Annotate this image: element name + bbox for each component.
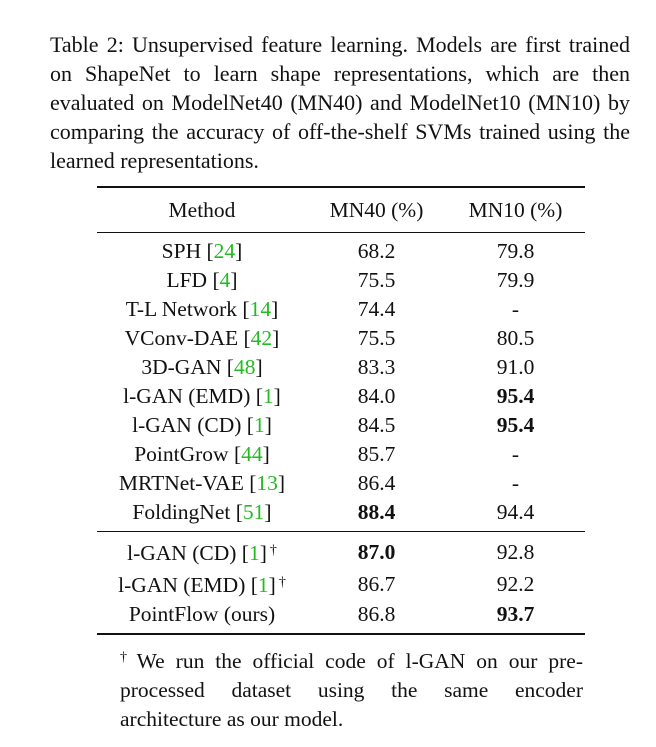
method-name: l-GAN (CD) — [132, 413, 242, 437]
header-row: Method MN40 (%) MN10 (%) — [97, 187, 585, 233]
method-cell: FoldingNet [51] — [132, 500, 272, 524]
mn10-value: 79.9 — [496, 268, 535, 292]
mn10-value: 80.5 — [496, 326, 535, 350]
mn10-value: 91.0 — [496, 355, 535, 379]
table-row: FoldingNet [51] 88.4 94.4 — [97, 498, 585, 532]
mn10-value: 94.4 — [496, 500, 535, 524]
method-cell: LFD [4] — [166, 268, 238, 292]
method-cell: MRTNet-VAE [13] — [118, 471, 286, 495]
method-name: l-GAN (CD) — [127, 541, 237, 565]
citation-link[interactable]: 14 — [249, 297, 272, 321]
method-name: l-GAN (EMD) — [123, 384, 251, 408]
mn40-value: 84.5 — [357, 413, 396, 437]
header-mn40: MN40 (%) — [329, 197, 424, 222]
table-row: VConv-DAE [42] 75.5 80.5 — [97, 324, 585, 353]
citation-link[interactable]: 24 — [213, 239, 236, 263]
mn40-value: 85.7 — [357, 442, 396, 466]
method-cell: l-GAN (CD) [1] † — [127, 541, 277, 565]
mn40-value: 75.5 — [357, 326, 396, 350]
table-row: 3D-GAN [48] 83.3 91.0 — [97, 353, 585, 382]
citation-link[interactable]: 42 — [250, 326, 273, 350]
table-footnote: † We run the official code of l-GAN on ou… — [120, 643, 583, 734]
method-cell: PointFlow (ours) — [97, 600, 307, 634]
method-name: FoldingNet — [132, 500, 231, 524]
mn40-value: 84.0 — [357, 384, 396, 408]
mn40-value: 87.0 — [357, 539, 396, 564]
mn10-value: 92.2 — [496, 571, 535, 596]
table-caption: Table 2: Unsupervised feature learning. … — [50, 32, 630, 173]
method-cell: SPH [24] — [161, 239, 243, 263]
mn40-value: 68.2 — [357, 239, 396, 263]
method-name: 3D-GAN — [141, 355, 222, 379]
method-name: MRTNet-VAE — [118, 471, 244, 495]
mn40-value: 86.7 — [357, 571, 396, 596]
mn40-value: 74.4 — [357, 297, 396, 321]
citation-link[interactable]: 1 — [248, 541, 260, 565]
method-cell: l-GAN (CD) [1] — [132, 413, 272, 437]
mn10-value: 93.7 — [496, 602, 535, 626]
citation-link[interactable]: 44 — [241, 442, 263, 466]
table-row: T-L Network [14] 74.4 - — [97, 295, 585, 324]
results-table: Method MN40 (%) MN10 (%) SPH [24] 68.2 79.… — [97, 186, 585, 635]
table-row: MRTNet-VAE [13] 86.4 - — [97, 469, 585, 498]
footnote-dagger: † — [120, 650, 133, 665]
citation-link[interactable]: 1 — [257, 573, 269, 597]
table-row: PointGrow [44] 85.7 - — [97, 440, 585, 469]
table-row: l-GAN (CD) [1] † 87.0 92.8 — [97, 531, 585, 569]
mn10-value: 95.4 — [496, 413, 535, 437]
method-name: SPH — [161, 239, 202, 263]
table-row: l-GAN (CD) [1] 84.5 95.4 — [97, 411, 585, 440]
mn40-value: 88.4 — [357, 500, 396, 524]
mn40-value: 86.8 — [357, 602, 396, 626]
header-method: Method — [168, 197, 236, 222]
mn10-value: - — [511, 442, 520, 466]
baseline-rows: SPH [24] 68.2 79.8 LFD [4] 75.5 79.9 T-L Netwo… — [97, 232, 585, 532]
table-row: SPH [24] 68.2 79.8 — [97, 232, 585, 267]
citation-link[interactable]: 13 — [256, 471, 278, 495]
method-cell: T-L Network [14] — [125, 297, 279, 321]
table-row: LFD [4] 75.5 79.9 — [97, 266, 585, 295]
table-row: l-GAN (EMD) [1] 84.0 95.4 — [97, 382, 585, 411]
mn40-value: 86.4 — [357, 471, 396, 495]
mn40-value: 75.5 — [357, 268, 396, 292]
method-name: T-L Network — [125, 297, 238, 321]
results-table-wrapper: Method MN40 (%) MN10 (%) SPH [24] 68.2 79.… — [97, 186, 585, 635]
method-cell: l-GAN (EMD) [1] † — [118, 573, 286, 597]
citation-link[interactable]: 4 — [219, 268, 231, 292]
mn10-value: - — [511, 297, 520, 321]
method-name: VConv-DAE — [124, 326, 239, 350]
citation-link[interactable]: 51 — [242, 500, 265, 524]
dagger-mark: † — [278, 575, 286, 590]
table-row: PointFlow (ours) 86.8 93.7 — [97, 600, 585, 634]
dagger-mark: † — [269, 543, 277, 558]
mn10-value: 95.4 — [496, 384, 535, 408]
table-row: l-GAN (EMD) [1] † 86.7 92.2 — [97, 568, 585, 600]
method-cell: VConv-DAE [42] — [124, 326, 280, 350]
method-name: PointFlow (ours) — [128, 602, 276, 626]
mn10-value: 79.8 — [496, 239, 535, 263]
mn40-value: 83.3 — [357, 355, 396, 379]
method-cell: PointGrow [44] — [134, 442, 270, 466]
citation-link[interactable]: 48 — [233, 355, 256, 379]
mn10-value: 92.8 — [496, 539, 535, 564]
header-mn10: MN10 (%) — [468, 197, 563, 222]
our-rows: l-GAN (CD) [1] † 87.0 92.8 l-GAN (EMD) [1] † 8… — [97, 531, 585, 634]
method-name: LFD — [166, 268, 208, 292]
citation-link[interactable]: 1 — [253, 413, 265, 437]
citation-link[interactable]: 1 — [262, 384, 274, 408]
method-name: PointGrow — [134, 442, 229, 466]
method-cell: 3D-GAN [48] — [141, 355, 263, 379]
footnote-text: We run the official code of l-GAN on our… — [120, 649, 583, 731]
method-name: l-GAN (EMD) — [118, 573, 246, 597]
method-cell: l-GAN (EMD) [1] — [123, 384, 281, 408]
mn10-value: - — [511, 471, 520, 495]
